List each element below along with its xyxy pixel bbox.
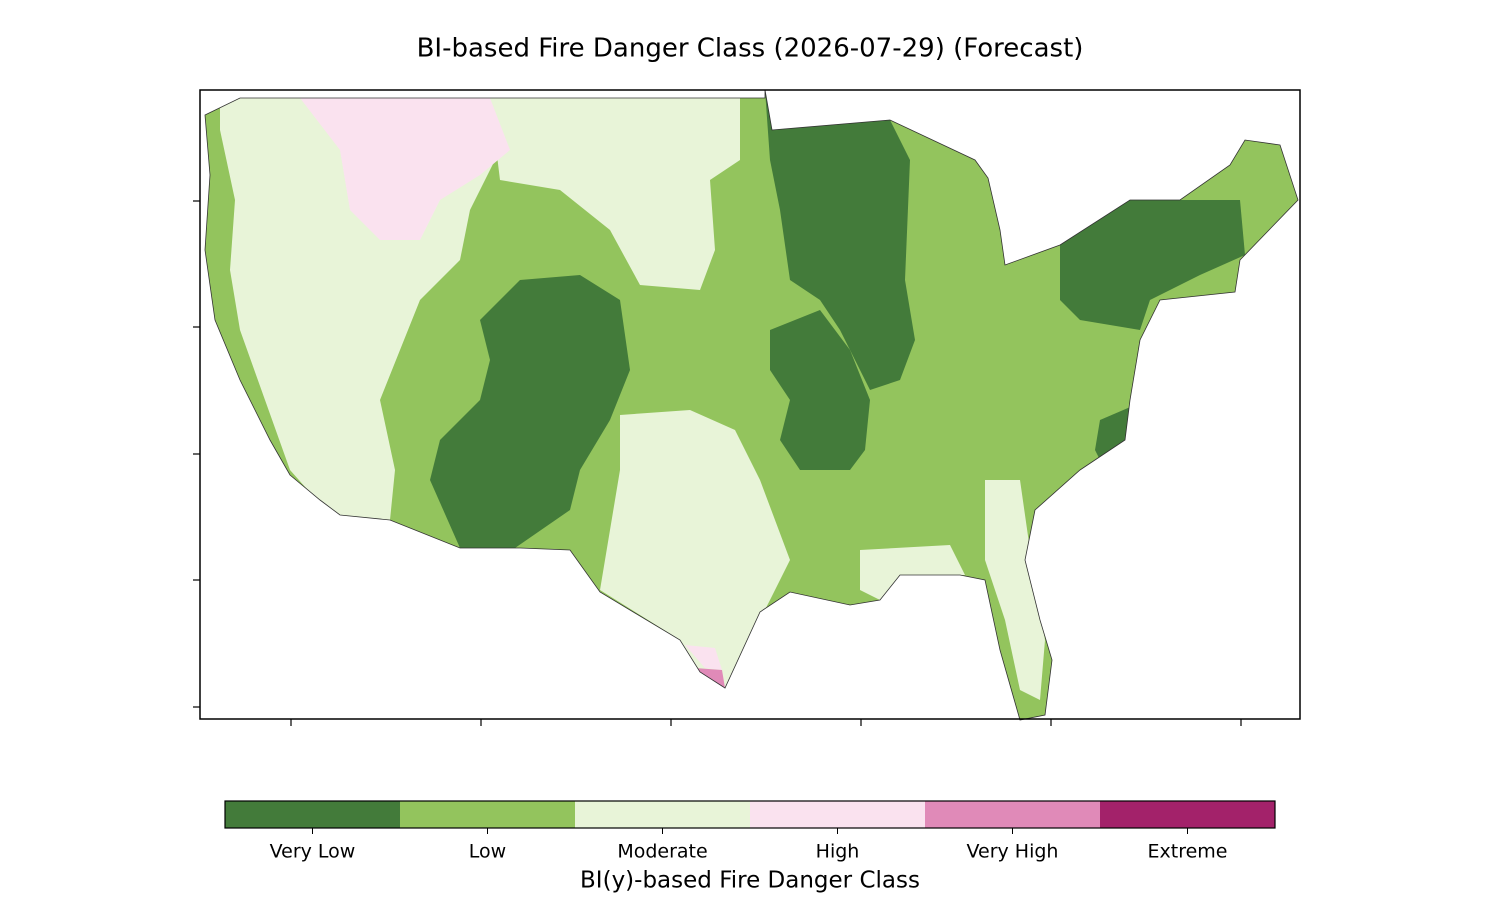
map — [204, 89, 1299, 721]
colorbar-swatch — [1100, 801, 1275, 828]
country-outline — [204, 89, 1299, 721]
region — [770, 310, 870, 470]
region — [1060, 200, 1245, 330]
region — [490, 98, 740, 290]
colorbar-swatch — [750, 801, 925, 828]
colorbar-class-label: Low — [469, 841, 506, 863]
map-ticks — [193, 200, 1242, 726]
colorbar-class-label: Very Low — [270, 841, 356, 863]
colorbar-class-label: Moderate — [617, 841, 707, 863]
colorbar-frame — [224, 800, 1276, 829]
regions — [220, 90, 1245, 700]
map-title: BI-based Fire Danger Class (2026-07-29) … — [417, 34, 1084, 64]
colorbar-swatch — [575, 801, 750, 828]
colorbar-swatch — [925, 801, 1100, 828]
region — [685, 645, 722, 670]
colorbar-class-label: Extreme — [1148, 841, 1228, 863]
region — [430, 275, 630, 548]
region — [765, 90, 915, 390]
colorbar-class-label: High — [816, 841, 860, 863]
colorbar-label: BI(y)-based Fire Danger Class — [580, 868, 920, 894]
colorbar-swatch — [225, 801, 400, 828]
map-frame — [199, 89, 1301, 720]
colorbar-swatch — [400, 801, 575, 828]
region — [985, 480, 1045, 700]
colorbar: Very Low Low Moderate High Very High Extreme — [225, 801, 1275, 863]
colorbar-class-label: Very High — [967, 841, 1059, 863]
region — [600, 410, 790, 688]
region — [300, 98, 510, 240]
region — [860, 545, 965, 600]
